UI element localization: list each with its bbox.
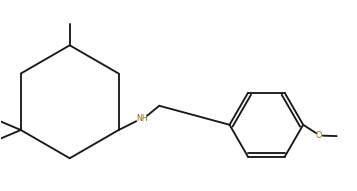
Text: O: O <box>316 131 322 140</box>
Text: NH: NH <box>136 114 147 123</box>
